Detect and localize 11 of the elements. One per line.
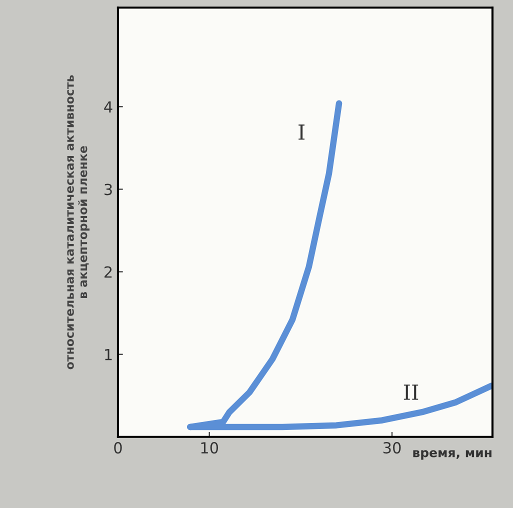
series-label: II: [404, 384, 418, 400]
x-tick-label: 10: [201, 442, 218, 454]
x-axis-title: время, мин: [413, 450, 492, 460]
y-tick-label: 4: [104, 101, 112, 112]
series-label: I: [298, 124, 304, 140]
x-tick-label: 30: [383, 442, 401, 454]
y-tick-label: 2: [104, 266, 112, 278]
y-axis-title: относительная каталитическая активность в акцепторной пленке: [67, 75, 90, 370]
y-tick-label: 3: [104, 184, 112, 196]
y-tick-label: 1: [105, 348, 112, 360]
x-tick-label: 0: [114, 442, 122, 454]
